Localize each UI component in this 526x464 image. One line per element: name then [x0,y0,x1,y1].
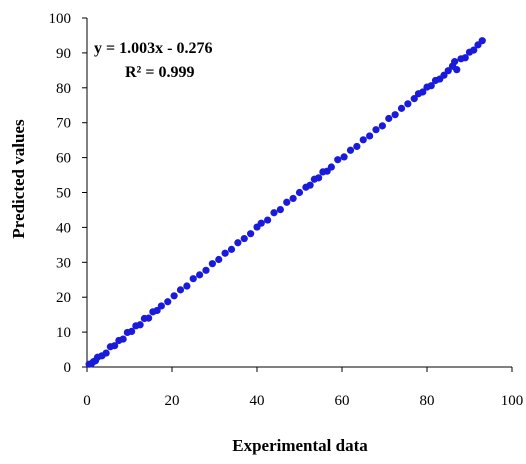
data-point [378,122,386,130]
data-point [170,292,178,300]
data-point [136,321,144,329]
data-point [111,342,119,350]
data-point [366,132,374,140]
data-point [427,82,435,90]
axes-layer: 0 20 40 60 80 100 0 10 20 30 40 50 60 70 80 90 100 [49,11,524,409]
data-point [410,95,418,103]
data-point [359,136,367,144]
data-point [440,71,448,79]
data-point [444,67,452,75]
data-point [283,198,291,206]
data-point [221,249,229,257]
y-axis-title: Predicted values [9,119,28,239]
y-tick-label: 90 [56,46,71,62]
y-tick-label: 10 [56,325,71,341]
points-layer [85,37,486,368]
y-tick-label: 30 [56,255,71,271]
x-axis-title: Experimental data [232,436,368,455]
data-point [240,234,248,243]
data-point [145,314,153,322]
x-tick-label: 20 [165,393,180,409]
data-point [119,335,127,343]
data-point [157,302,165,310]
data-point [315,174,323,182]
data-point [164,298,172,306]
data-point [419,88,427,96]
data-point [270,209,278,217]
data-point [247,230,255,238]
y-tick-label: 50 [56,186,71,202]
data-point [404,100,412,108]
equation-annotation: y = 1.003x - 0.276 [94,40,212,57]
data-point [153,306,161,315]
data-point [451,58,459,66]
y-tick-label: 100 [49,11,72,27]
data-point [227,245,236,253]
x-tick-label: 40 [250,393,265,409]
data-point [340,153,348,161]
y-tick-label: 80 [56,81,71,97]
data-point [202,266,210,274]
data-point [372,126,380,134]
x-tick-label: 0 [83,393,91,409]
data-point [327,163,335,171]
data-point [385,114,393,123]
data-point [470,46,478,54]
data-point [334,156,342,164]
data-point [183,282,191,290]
data-point [176,286,185,294]
data-point [257,219,265,227]
r-squared-annotation: R² = 0.999 [125,64,194,81]
data-point [234,239,242,247]
data-point [295,188,304,197]
data-point [478,37,486,45]
data-point [397,104,406,112]
data-point [208,260,216,268]
y-tick-label: 60 [56,151,71,167]
x-tick-label: 80 [420,393,435,409]
data-point [189,275,197,283]
data-point [289,194,297,203]
y-tick-label: 40 [56,220,71,236]
data-point [196,271,204,279]
data-point [453,66,461,74]
data-point [461,54,469,62]
data-point [128,327,136,336]
data-point [215,255,223,264]
data-point [306,181,314,189]
y-tick-label: 70 [56,116,71,132]
labels-layer: y = 1.003x - 0.276 R² = 0.999 Experiment… [9,40,368,455]
y-tick-label: 20 [56,290,71,306]
data-point [264,216,272,224]
x-tick-label: 60 [335,393,350,409]
data-point [276,206,284,214]
data-point [353,142,361,151]
data-point [391,111,399,119]
y-tick-label: 0 [64,360,72,376]
x-tick-label: 100 [501,393,524,409]
data-point [102,349,110,357]
data-point [346,146,355,154]
